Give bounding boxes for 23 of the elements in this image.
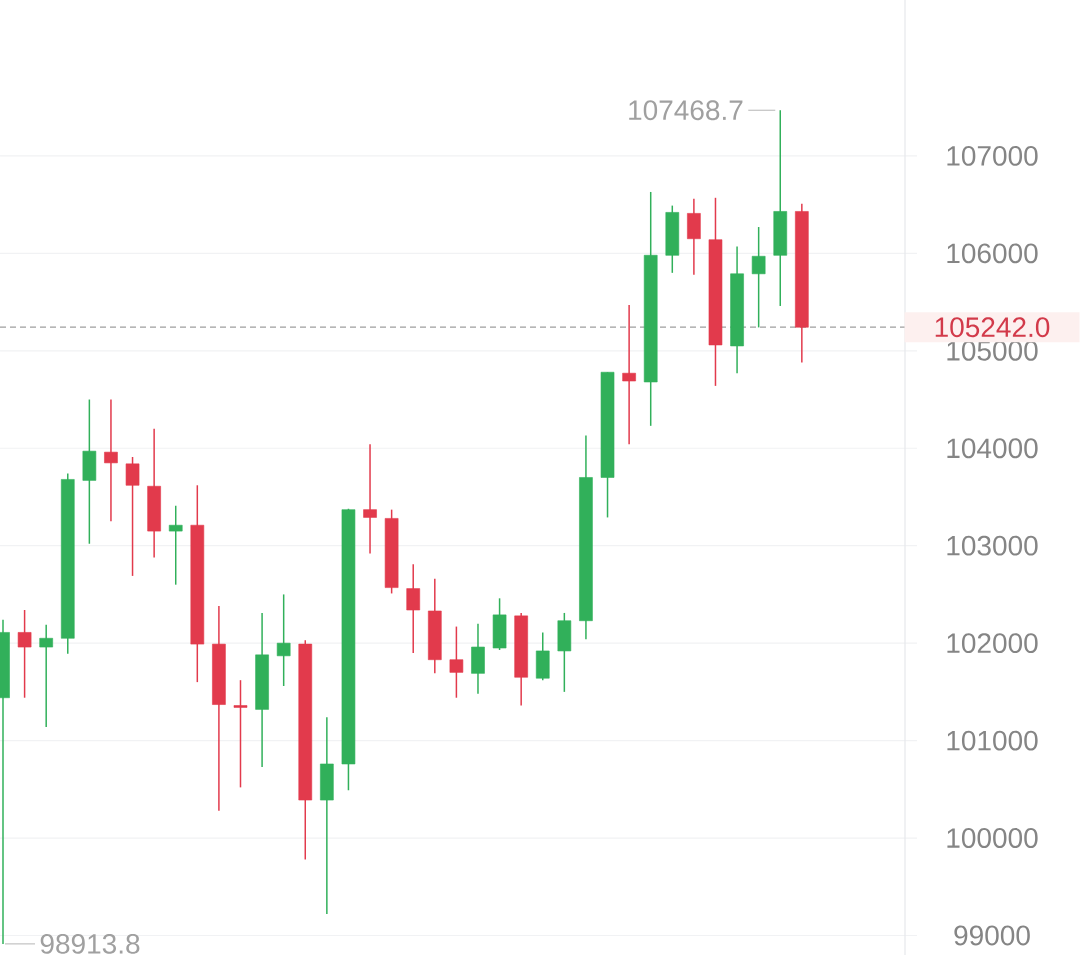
y-tick-label: 104000 xyxy=(947,438,1038,459)
candlestick xyxy=(168,505,183,586)
annotation: 107468.7 xyxy=(629,100,743,121)
y-tick-label: 103000 xyxy=(947,535,1038,556)
candlestick xyxy=(17,609,32,699)
candlestick xyxy=(39,623,53,728)
candlestick xyxy=(406,563,421,654)
candlestick xyxy=(363,443,377,555)
y-tick-label: 102000 xyxy=(947,633,1038,654)
ref-line-label: 105242.0 xyxy=(935,317,1050,338)
y-tick-label: 106000 xyxy=(947,243,1038,264)
y-tick-label: 101000 xyxy=(947,730,1038,751)
y-tick-label: 99000 xyxy=(954,925,1030,946)
candlestick xyxy=(233,679,248,789)
y-tick-label: 107000 xyxy=(947,145,1038,166)
candlestick xyxy=(104,398,118,523)
candlestick xyxy=(125,456,140,577)
candlestick xyxy=(751,226,766,329)
y-tick-label: 100000 xyxy=(947,828,1038,848)
candlestick xyxy=(449,625,464,699)
annotation: 98913.8 xyxy=(40,933,140,954)
candlestick xyxy=(276,593,291,687)
candlestick xyxy=(622,304,636,446)
